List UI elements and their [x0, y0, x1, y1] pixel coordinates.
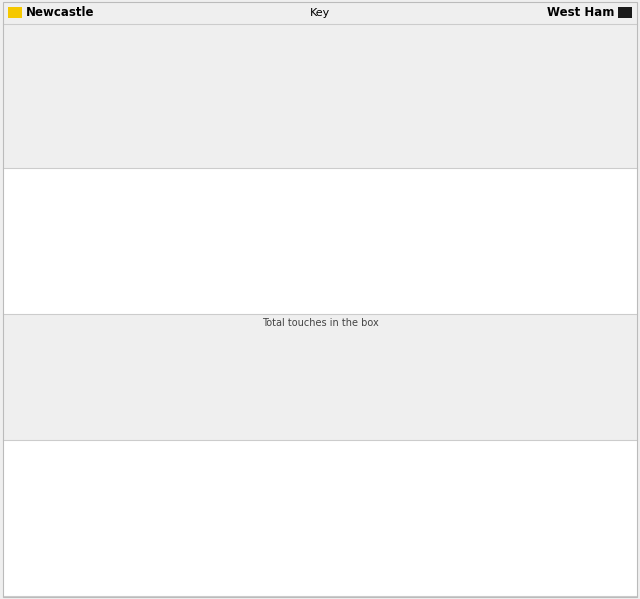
FancyBboxPatch shape — [480, 259, 618, 269]
Text: Newcastle: Newcastle — [26, 6, 94, 19]
Text: 10: 10 — [3, 259, 18, 269]
FancyBboxPatch shape — [22, 465, 419, 480]
Wedge shape — [240, 341, 367, 421]
FancyBboxPatch shape — [22, 569, 455, 583]
Text: 2: 2 — [3, 222, 10, 232]
Text: Key: Key — [310, 8, 330, 17]
Text: 3: 3 — [630, 571, 637, 581]
FancyBboxPatch shape — [22, 517, 367, 532]
Text: Fouls: Fouls — [308, 500, 332, 509]
Text: Blocked shots: Blocked shots — [289, 283, 351, 292]
FancyBboxPatch shape — [455, 569, 618, 583]
Text: 6: 6 — [630, 295, 637, 305]
Text: 15: 15 — [622, 186, 637, 195]
Text: 18: 18 — [3, 186, 18, 195]
Text: Corners: Corners — [303, 551, 337, 560]
FancyBboxPatch shape — [22, 222, 172, 232]
Text: 47.2%: 47.2% — [386, 98, 419, 108]
Text: 4: 4 — [3, 467, 11, 477]
FancyBboxPatch shape — [22, 295, 320, 305]
Text: West Ham: West Ham — [547, 6, 614, 19]
Text: WHU: WHU — [386, 78, 412, 88]
Text: Total touches in the box: Total touches in the box — [262, 318, 378, 328]
Text: 8: 8 — [630, 519, 637, 530]
Text: 8: 8 — [3, 571, 10, 581]
FancyBboxPatch shape — [320, 295, 618, 305]
Text: NEW: NEW — [240, 78, 268, 88]
FancyBboxPatch shape — [22, 259, 480, 269]
Text: NEW  40: NEW 40 — [218, 392, 267, 402]
FancyBboxPatch shape — [419, 465, 618, 480]
FancyBboxPatch shape — [347, 185, 618, 196]
Text: 6: 6 — [630, 222, 637, 232]
Wedge shape — [269, 45, 320, 146]
FancyBboxPatch shape — [172, 222, 618, 232]
FancyBboxPatch shape — [22, 185, 347, 196]
Text: 2: 2 — [630, 467, 637, 477]
Text: 17  WHU: 17 WHU — [378, 392, 428, 402]
Text: 6: 6 — [3, 295, 10, 305]
Text: Overall
Possession: Overall Possession — [296, 86, 344, 106]
Text: 52.8%: 52.8% — [240, 98, 273, 108]
Text: Goalkeeper saves: Goalkeeper saves — [280, 447, 360, 456]
Text: 11: 11 — [3, 519, 18, 530]
Wedge shape — [311, 45, 371, 147]
Text: Shots on target: Shots on target — [285, 210, 355, 219]
Text: Shots: Shots — [307, 173, 333, 182]
Wedge shape — [341, 356, 400, 421]
FancyBboxPatch shape — [367, 517, 618, 532]
Text: 3: 3 — [630, 259, 637, 269]
Text: Shots off target: Shots off target — [285, 246, 355, 255]
